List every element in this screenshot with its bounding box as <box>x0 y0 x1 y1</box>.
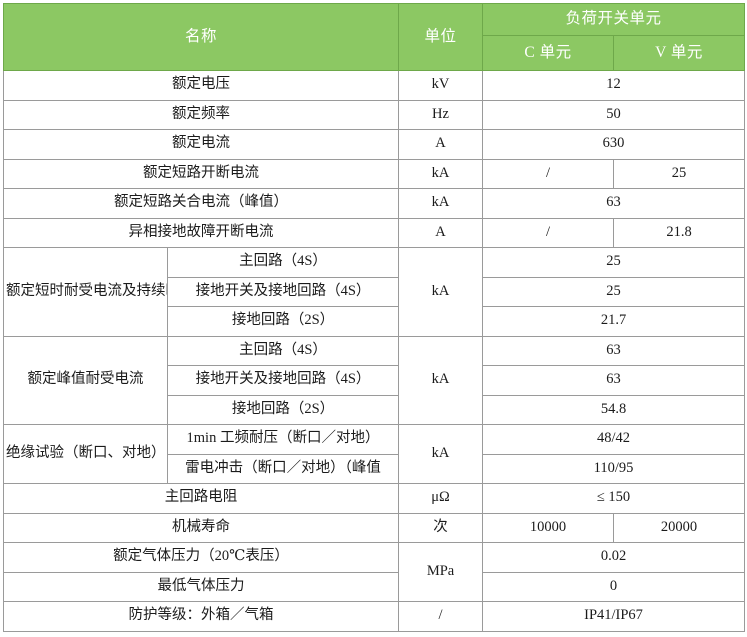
row-value-v: 21.8 <box>613 217 746 248</box>
subrow-name: 雷电冲击（断口／对地）（峰值 <box>166 453 400 484</box>
group-name-insulation-test: 绝缘试验（断口、对地） <box>3 424 168 484</box>
row-unit: 次 <box>398 512 484 543</box>
table-row: 额定电压 kV 12 <box>2 70 746 101</box>
header-col-c-unit: C 单元 <box>482 35 615 71</box>
row-name: 额定频率 <box>2 99 400 130</box>
table-row: 绝缘试验（断口、对地） 1min 工频耐压（断口／对地） kA 48/42 <box>3 424 746 484</box>
row-name: 额定短路开断电流 <box>2 158 400 189</box>
row-value: ≤ 150 <box>482 483 746 514</box>
group-unit: MPa <box>398 542 484 602</box>
header-unit: 单位 <box>398 3 484 71</box>
table-row: 异相接地故障开断电流 A / 21.8 <box>2 217 746 248</box>
row-value: 0 <box>482 571 746 602</box>
subrow-name: 接地回路（2S） <box>166 306 400 337</box>
subrow-value: 110/95 <box>482 453 746 484</box>
row-name: 额定电流 <box>2 129 400 160</box>
subrow-name: 接地开关及接地回路（4S） <box>166 276 400 307</box>
group-unit: kA <box>398 247 484 337</box>
row-name: 防护等级：外箱／气箱 <box>2 601 400 632</box>
table-row: 额定频率 Hz 50 <box>2 99 746 130</box>
table-row: 额定电流 A 630 <box>2 129 746 160</box>
table-row: 主回路电阻 μΩ ≤ 150 <box>2 483 746 514</box>
row-value-c: / <box>482 158 615 189</box>
row-value-v: 25 <box>613 158 746 189</box>
table-row: 机械寿命 次 10000 20000 <box>2 512 746 543</box>
table-row: 雷电冲击（断口／对地）（峰值 110/95 <box>4 453 746 484</box>
group-name-peak-withstand: 额定峰值耐受电流 <box>3 335 168 425</box>
table-row: 额定短时耐受电流及持续时间 主回路（4S） kA 25 <box>3 247 746 337</box>
row-unit: kA <box>398 188 484 219</box>
header-name: 名称 <box>2 3 400 71</box>
subrow-value: 25 <box>482 247 746 278</box>
row-value: 63 <box>482 188 746 219</box>
group-unit: kA <box>398 335 484 425</box>
header-row-top: 名称 单位 负荷开关单元 <box>2 3 746 71</box>
row-unit: μΩ <box>398 483 484 514</box>
table-row: 额定短路开断电流 kA / 25 <box>2 158 746 189</box>
subrow-value: 48/42 <box>482 424 746 455</box>
subrow-name: 接地开关及接地回路（4S） <box>166 365 400 396</box>
table-row: 最低气体压力 0 <box>2 571 746 602</box>
table-row: 接地开关及接地回路（4S） 63 <box>4 365 746 396</box>
table-body: 额定电压 kV 12 额定频率 Hz 50 额定电流 A 630 额定短路开断电… <box>2 70 746 632</box>
table-row: 接地回路（2S） 21.7 <box>4 306 746 337</box>
row-unit: kA <box>398 158 484 189</box>
header-row-bottom: C 单元 V 单元 <box>4 35 746 71</box>
row-unit: A <box>398 217 484 248</box>
row-name: 主回路电阻 <box>2 483 400 514</box>
subrow-name: 1min 工频耐压（断口／对地） <box>166 424 400 455</box>
subrow-name: 接地回路（2S） <box>166 394 400 425</box>
row-name: 异相接地故障开断电流 <box>2 217 400 248</box>
table-row: 额定气体压力（20℃表压） MPa 0.02 <box>2 542 746 602</box>
subrow-value: 21.7 <box>482 306 746 337</box>
row-unit: / <box>398 601 484 632</box>
table-row: 防护等级：外箱／气箱 / IP41/IP67 <box>2 601 746 632</box>
header-col-v-unit: V 单元 <box>613 35 746 71</box>
row-name: 额定气体压力（20℃表压） <box>2 542 400 573</box>
subrow-name: 主回路（4S） <box>166 247 400 278</box>
row-value: 50 <box>482 99 746 130</box>
subrow-value: 63 <box>482 365 746 396</box>
table-row: 额定短路关合电流（峰值） kA 63 <box>2 188 746 219</box>
group-unit: kA <box>398 424 484 484</box>
row-value-c: / <box>482 217 615 248</box>
row-value-c: 10000 <box>482 512 615 543</box>
subrow-value: 54.8 <box>482 394 746 425</box>
specification-table: 名称 单位 负荷开关单元 C 单元 V 单元 额定电压 kV 12 额定频率 H… <box>2 3 746 632</box>
row-value: 630 <box>482 129 746 160</box>
table-row: 接地回路（2S） 54.8 <box>4 394 746 425</box>
row-unit: A <box>398 129 484 160</box>
table-row: 接地开关及接地回路（4S） 25 <box>4 276 746 307</box>
row-value: IP41/IP67 <box>482 601 746 632</box>
subrow-value: 25 <box>482 276 746 307</box>
row-name: 最低气体压力 <box>2 571 400 602</box>
row-name: 额定短路关合电流（峰值） <box>2 188 400 219</box>
table-header: 名称 单位 负荷开关单元 C 单元 V 单元 <box>2 3 746 71</box>
row-unit: kV <box>398 70 484 101</box>
row-value: 12 <box>482 70 746 101</box>
row-name: 额定电压 <box>2 70 400 101</box>
subrow-name: 主回路（4S） <box>166 335 400 366</box>
row-unit: Hz <box>398 99 484 130</box>
row-value-v: 20000 <box>613 512 746 543</box>
row-value: 0.02 <box>482 542 746 573</box>
row-name: 机械寿命 <box>2 512 400 543</box>
header-group-load-switch-unit: 负荷开关单元 <box>482 3 746 36</box>
subrow-value: 63 <box>482 335 746 366</box>
table-row: 额定峰值耐受电流 主回路（4S） kA 63 <box>3 335 746 425</box>
group-name-short-time-withstand: 额定短时耐受电流及持续时间 <box>3 247 168 337</box>
